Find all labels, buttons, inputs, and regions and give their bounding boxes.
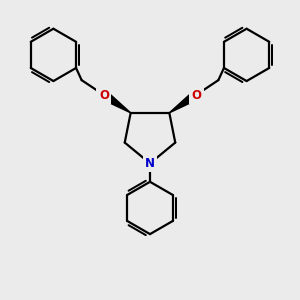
Text: O: O bbox=[191, 88, 201, 101]
Polygon shape bbox=[169, 91, 199, 113]
Text: N: N bbox=[145, 157, 155, 170]
Polygon shape bbox=[101, 91, 131, 113]
Text: O: O bbox=[99, 88, 109, 101]
